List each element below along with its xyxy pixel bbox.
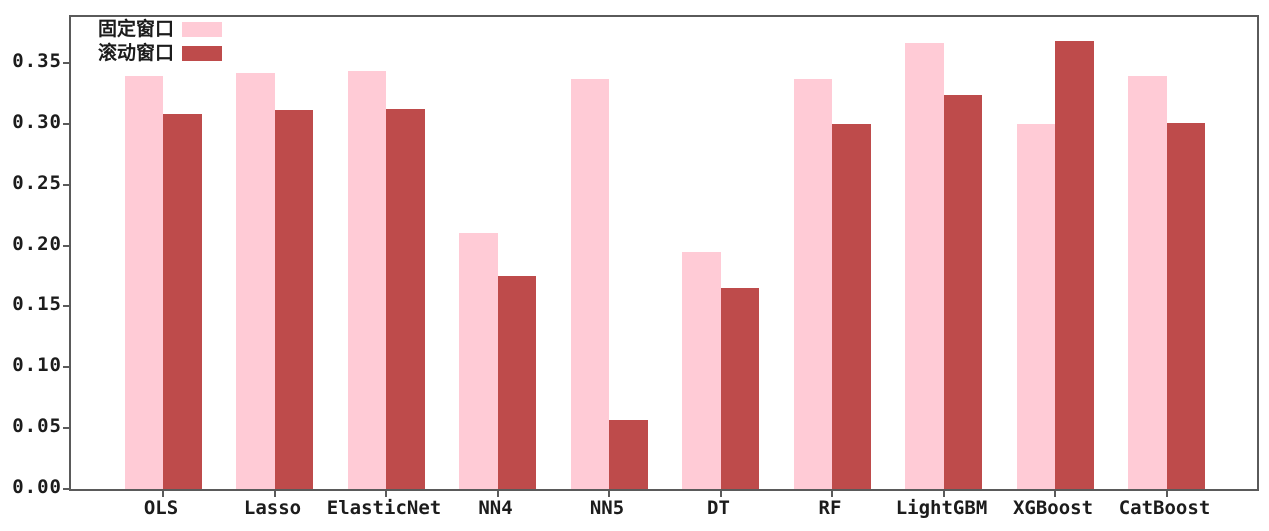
bar-rolling-window-DT: [720, 288, 759, 489]
bar-fixed-window-NN5: [570, 78, 609, 489]
y-tick-0.05: [63, 427, 69, 430]
y-tick-0.15: [63, 305, 69, 308]
bar-fixed-window-Lasso: [236, 72, 275, 489]
bar-rolling-window-ElasticNet: [386, 109, 425, 489]
legend-label-rolling-window: 滚动窗口: [98, 42, 175, 64]
bar-rolling-window-OLS: [163, 114, 202, 489]
plot-area: 固定窗口 滚动窗口: [63, 15, 1259, 497]
legend-label-fixed-window: 固定窗口: [98, 18, 175, 40]
y-tick-label-0.30: 0.30: [12, 110, 62, 133]
bar-fixed-window-CatBoost: [1128, 76, 1167, 489]
bar-fixed-window-XGBoost: [1016, 123, 1055, 489]
x-tick-ElasticNet: [385, 491, 387, 497]
x-tick-label-CatBoost: CatBoost: [1118, 497, 1211, 519]
legend-item-rolling-window: 滚动窗口: [98, 42, 223, 64]
x-tick-OLS: [162, 491, 164, 497]
y-tick-label-0.15: 0.15: [12, 293, 62, 316]
bar-fixed-window-OLS: [124, 76, 163, 489]
bar-fixed-window-NN4: [459, 233, 498, 489]
bar-rolling-window-CatBoost: [1166, 122, 1205, 489]
bar-fixed-window-DT: [682, 251, 721, 489]
y-tick-0.30: [63, 122, 69, 125]
legend-swatch-fixed-window: [182, 22, 223, 37]
bar-rolling-window-XGBoost: [1055, 40, 1094, 489]
y-tick-label-0.25: 0.25: [12, 171, 62, 194]
x-tick-label-NN5: NN5: [589, 497, 625, 519]
y-tick-label-0.20: 0.20: [12, 232, 62, 255]
legend: 固定窗口 滚动窗口: [98, 18, 223, 64]
x-tick-label-OLS: OLS: [143, 497, 179, 519]
y-tick-0.10: [63, 366, 69, 369]
bar-rolling-window-NN4: [497, 275, 536, 489]
x-tick-label-LightGBM: LightGBM: [895, 497, 988, 519]
x-tick-DT: [719, 491, 722, 497]
x-tick-LightGBM: [942, 491, 945, 497]
y-tick-0.20: [63, 244, 69, 247]
bar-rolling-window-RF: [832, 123, 871, 489]
legend-swatch-rolling-window: [182, 46, 223, 61]
x-tick-CatBoost: [1165, 491, 1168, 497]
x-tick-label-DT: DT: [707, 497, 730, 519]
y-tick-0.00: [63, 488, 69, 490]
y-tick-label-0.10: 0.10: [12, 354, 62, 377]
x-tick-label-NN4: NN4: [478, 497, 513, 519]
x-tick-label-ElasticNet: ElasticNet: [326, 497, 442, 519]
y-tick-0.35: [63, 61, 69, 64]
bar-fixed-window-ElasticNet: [347, 71, 386, 489]
x-tick-RF: [831, 491, 833, 497]
bar-rolling-window-LightGBM: [943, 94, 982, 489]
y-tick-label-0.05: 0.05: [12, 415, 62, 438]
x-tick-label-Lasso: Lasso: [243, 497, 302, 519]
y-tick-0.25: [63, 183, 69, 186]
x-tick-NN5: [608, 491, 610, 497]
legend-item-fixed-window: 固定窗口: [98, 18, 223, 40]
x-tick-Lasso: [273, 491, 276, 497]
bar-rolling-window-Lasso: [274, 110, 313, 489]
x-tick-NN4: [496, 491, 499, 497]
x-tick-XGBoost: [1054, 491, 1056, 497]
x-tick-label-RF: RF: [818, 497, 842, 519]
bar-fixed-window-LightGBM: [905, 43, 944, 489]
bar-rolling-window-NN5: [609, 419, 648, 489]
bar-fixed-window-RF: [793, 78, 832, 489]
y-tick-label-0.35: 0.35: [12, 49, 62, 72]
x-tick-label-XGBoost: XGBoost: [1012, 497, 1094, 519]
y-tick-label-0.00: 0.00: [12, 476, 62, 498]
